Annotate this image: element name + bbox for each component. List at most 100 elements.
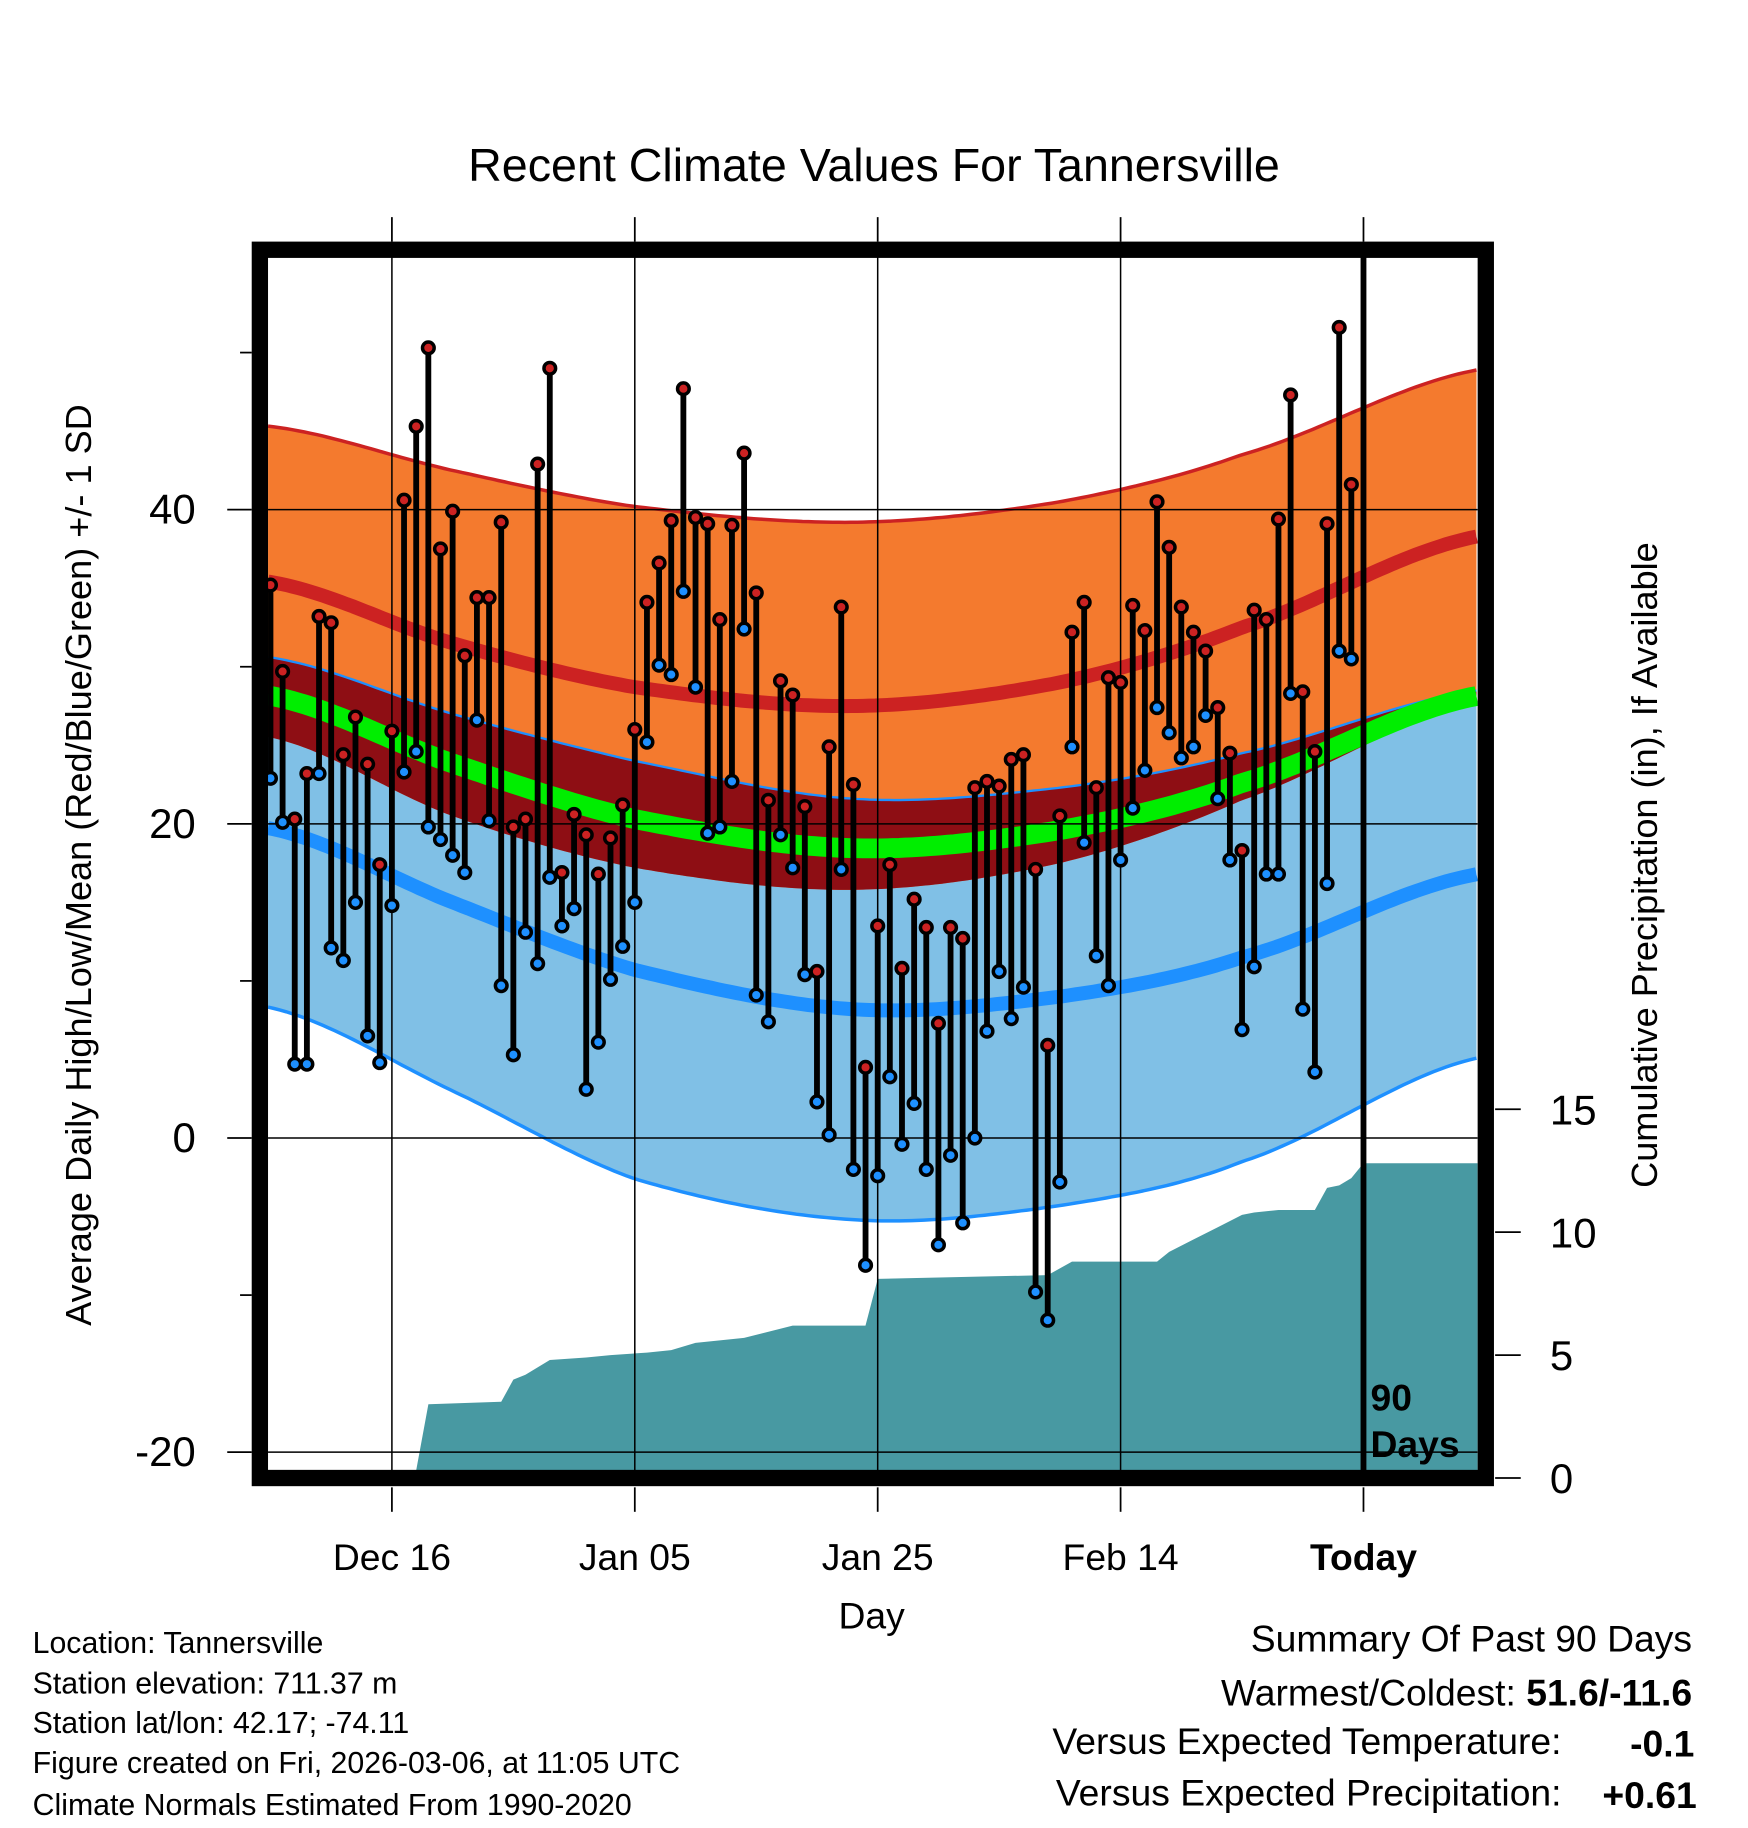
daily-low-point (420, 819, 436, 835)
daily-low-point (979, 1023, 995, 1039)
daily-high-point (1343, 476, 1359, 493)
overlap-band (268, 656, 1477, 890)
daily-low-point (275, 814, 291, 830)
daily-high-point (1149, 494, 1165, 510)
daily-low-point (1258, 866, 1274, 882)
daily-low-point (857, 1257, 874, 1273)
today-days-label: Days (1370, 1423, 1459, 1465)
daily-high-point (821, 739, 837, 755)
daily-low-point (287, 1056, 303, 1072)
daily-low-point (1076, 835, 1092, 851)
daily-high-point (712, 612, 728, 628)
daily-low-point (554, 918, 570, 934)
daily-low-point (1222, 852, 1238, 868)
daily-high-point (493, 514, 509, 530)
precip-area (270, 1163, 1478, 1472)
daily-high-point (347, 709, 364, 725)
daily-low-point (408, 743, 424, 760)
daily-low-point (955, 1215, 971, 1231)
daily-high-point (882, 857, 898, 873)
footer-normals: Climate Normals Estimated From 1990-2020 (33, 1789, 632, 1822)
daily-high-point (1270, 511, 1287, 527)
daily-low-point (1173, 750, 1189, 766)
daily-low-point (1331, 643, 1347, 659)
x-tick-label: Dec 16 (333, 1536, 451, 1578)
mean-line (268, 685, 1478, 859)
daily-high-point (1295, 684, 1311, 700)
daily-high-point (809, 963, 825, 980)
chart-title: Recent Climate Values For Tannersville (468, 139, 1280, 191)
daily-high-point (590, 866, 606, 882)
daily-low-point (894, 1136, 910, 1152)
daily-low-point (590, 1034, 606, 1050)
y-tick-label: 0 (172, 1114, 195, 1161)
footer-location: Location: Tannersville (33, 1627, 324, 1660)
daily-low-point (760, 1014, 776, 1030)
footer-info: Location: Tannersville Station elevation… (33, 1627, 680, 1822)
daily-high-point (1076, 594, 1092, 610)
daily-high-point (1319, 516, 1335, 532)
daily-high-point (785, 687, 801, 703)
daily-high-point (772, 673, 789, 689)
daily-high-point (1100, 670, 1117, 686)
low-mean-line (268, 821, 1478, 1018)
daily-high-point (287, 811, 303, 827)
y-tick-label: -20 (135, 1428, 196, 1475)
daily-high-point (372, 857, 388, 873)
y2-tick-label: 15 (1550, 1086, 1597, 1133)
daily-high-point (979, 773, 995, 789)
daily-low-point (1283, 685, 1299, 702)
daily-low-point (457, 864, 473, 881)
daily-high-point (420, 340, 436, 356)
y-tick-label: 40 (149, 486, 196, 533)
daily-low-point (372, 1055, 388, 1071)
daily-high-point (1161, 539, 1177, 555)
daily-high-point (566, 806, 582, 822)
daily-high-point (724, 517, 740, 533)
plot-layers (268, 256, 1478, 1472)
daily-low-point (493, 978, 509, 994)
daily-low-point (736, 621, 752, 637)
y-axis-label: Average Daily High/Low/Mean (Red/Blue/Gr… (58, 404, 99, 1326)
daily-high-point (268, 577, 279, 593)
daily-low-point (335, 952, 351, 969)
daily-high-point (870, 918, 886, 934)
daily-high-point (675, 381, 691, 397)
summary-panel: Summary Of Past 90 Days Warmest/Coldest:… (1052, 1618, 1696, 1816)
y2-tick-label: 5 (1550, 1332, 1573, 1379)
high-mean-line (268, 529, 1478, 714)
daily-low-point (1137, 762, 1153, 778)
daily-low-point (687, 679, 704, 695)
daily-low-point (1307, 1064, 1323, 1080)
daily-high-point (1088, 780, 1104, 796)
daily-low-point (967, 1130, 983, 1146)
daily-low-point (651, 657, 667, 673)
daily-high-point (275, 663, 291, 680)
daily-high-point (335, 747, 351, 763)
daily-high-point (554, 864, 570, 881)
daily-low-point (700, 825, 716, 841)
daily-high-point (1234, 842, 1250, 859)
daily-high-point (1173, 599, 1189, 615)
daily-high-point (918, 919, 934, 936)
daily-low-point (1234, 1022, 1250, 1038)
daily-high-point (1003, 751, 1019, 768)
daily-low-point (1015, 979, 1032, 995)
daily-low-point (1210, 791, 1226, 807)
daily-high-point (894, 960, 910, 976)
daily-low-point (724, 773, 740, 789)
daily-high-point (1064, 624, 1080, 640)
daily-high-point (1137, 623, 1153, 639)
daily-high-point (615, 797, 631, 813)
daily-low-point (1149, 700, 1165, 716)
daily-high-point (845, 776, 861, 793)
daily-low-point (627, 894, 643, 910)
daily-high-point (1040, 1037, 1056, 1053)
daily-high-point (1246, 602, 1262, 618)
daily-high-point (1185, 624, 1202, 640)
footer-elevation: Station elevation: 711.37 m (33, 1668, 398, 1701)
daily-high-point (517, 811, 534, 827)
daily-low-point (712, 819, 728, 835)
